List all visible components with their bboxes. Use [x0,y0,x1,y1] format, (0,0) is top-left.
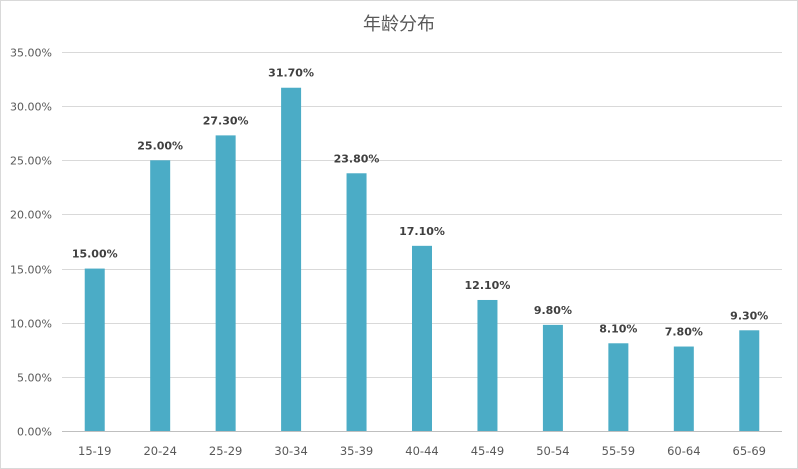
x-tick-label: 50-54 [536,444,569,458]
data-label: 12.10% [465,279,511,292]
bar-30-34 [281,87,302,431]
bar-40-44 [412,245,432,431]
y-tick-label: 15.00% [10,264,52,277]
x-tick-label: 15-19 [78,444,111,458]
x-tick-label: 45-49 [471,444,504,458]
bar-15-19 [84,268,105,431]
bar-55-59 [608,343,629,431]
x-tick-label: 20-24 [143,444,176,458]
bar-25-29 [215,135,236,431]
x-tick-label: 30-34 [274,444,307,458]
x-tick-label: 35-39 [340,444,373,458]
y-tick-label: 25.00% [10,155,52,168]
data-label: 23.80% [334,152,380,165]
bar-20-24 [150,160,171,432]
data-labels: 15.00% 25.00% 27.30% 31.70% 23.80% 17.10% 12.1… [72,67,769,339]
data-label: 15.00% [72,248,118,261]
bar-35-39 [346,173,367,431]
bar-60-64 [673,346,694,431]
bar-45-49 [477,299,498,431]
x-tick-label: 25-29 [209,444,242,458]
data-label: 17.10% [399,225,445,238]
data-label: 8.10% [599,322,637,335]
data-label: 25.00% [137,139,183,152]
x-tick-label: 40-44 [405,444,438,458]
y-tick-label: 0.00% [17,426,52,439]
data-label: 31.70% [268,67,314,80]
bar-65-69 [739,330,760,431]
y-tick-label: 30.00% [10,101,52,114]
x-tick-label: 55-59 [602,444,635,458]
bars [84,87,760,432]
data-label: 7.80% [665,326,703,339]
y-tick-label: 20.00% [10,209,52,222]
x-tick-label: 65-69 [733,444,766,458]
y-tick-label: 5.00% [17,372,52,385]
y-tick-label: 35.00% [10,47,52,60]
x-axis-ticks: 15-19 20-24 25-29 30-34 35-39 40-44 45-49 50-54… [78,444,766,458]
y-tick-label: 10.00% [10,318,52,331]
data-label: 27.30% [203,114,249,127]
y-axis-ticks: 0.00% 5.00% 10.00% 15.00% 20.00% 25.00% 30.00%… [10,47,52,439]
x-tick-label: 60-64 [667,444,700,458]
bar-50-54 [542,324,563,431]
data-label: 9.30% [730,309,768,322]
data-label: 9.80% [534,304,572,317]
chart-title: 年龄分布 [363,14,435,35]
